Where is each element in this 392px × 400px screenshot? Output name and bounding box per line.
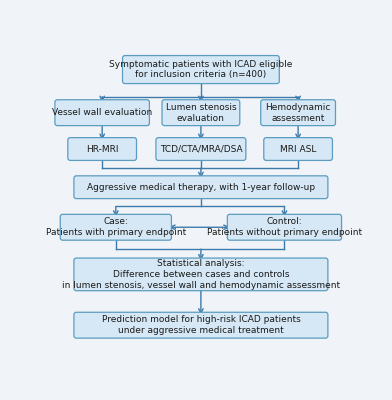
FancyBboxPatch shape [264, 138, 332, 160]
Text: TCD/CTA/MRA/DSA: TCD/CTA/MRA/DSA [160, 144, 242, 154]
FancyBboxPatch shape [60, 214, 171, 240]
FancyBboxPatch shape [74, 176, 328, 199]
FancyBboxPatch shape [162, 100, 240, 126]
Text: Prediction model for high-risk ICAD patients
under aggressive medical treatment: Prediction model for high-risk ICAD pati… [102, 315, 300, 335]
Text: Control:
Patients without primary endpoint: Control: Patients without primary endpoi… [207, 217, 362, 237]
FancyBboxPatch shape [55, 100, 149, 126]
FancyBboxPatch shape [227, 214, 341, 240]
Text: Case:
Patients with primary endpoint: Case: Patients with primary endpoint [46, 217, 186, 237]
Text: Vessel wall evaluation: Vessel wall evaluation [52, 108, 152, 117]
FancyBboxPatch shape [156, 138, 246, 160]
Text: Hemodynamic
assessment: Hemodynamic assessment [265, 103, 331, 122]
FancyBboxPatch shape [68, 138, 136, 160]
FancyBboxPatch shape [261, 100, 336, 126]
Text: Symptomatic patients with ICAD eligible
for inclusion criteria (n=400): Symptomatic patients with ICAD eligible … [109, 60, 292, 80]
Text: Statistical analysis:
Difference between cases and controls
in lumen stenosis, v: Statistical analysis: Difference between… [62, 259, 340, 290]
Text: Lumen stenosis
evaluation: Lumen stenosis evaluation [165, 103, 236, 122]
FancyBboxPatch shape [74, 258, 328, 291]
Text: HR-MRI: HR-MRI [86, 144, 118, 154]
Text: Aggressive medical therapy, with 1-year follow-up: Aggressive medical therapy, with 1-year … [87, 183, 315, 192]
Text: MRI ASL: MRI ASL [280, 144, 316, 154]
FancyBboxPatch shape [123, 56, 279, 84]
FancyBboxPatch shape [74, 312, 328, 338]
